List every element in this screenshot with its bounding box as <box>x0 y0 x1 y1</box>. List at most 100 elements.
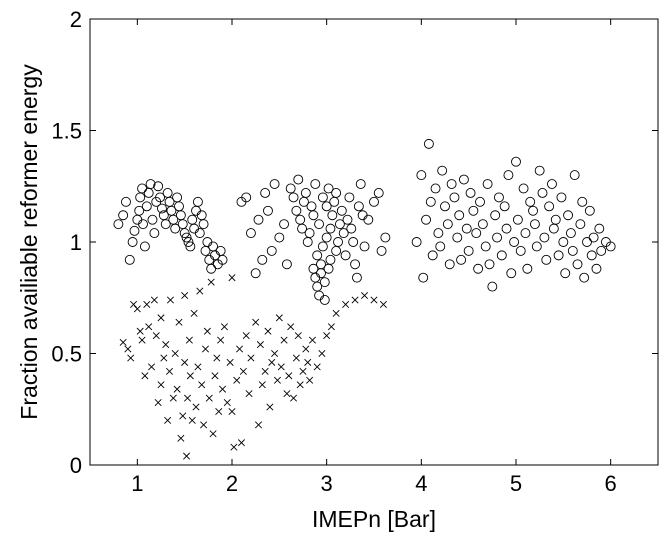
x-point <box>211 372 219 380</box>
circle-point <box>520 228 531 239</box>
circle-point <box>304 228 315 239</box>
x-point <box>287 323 295 331</box>
circle-point <box>369 196 379 207</box>
x-point <box>361 292 369 300</box>
circle-point <box>316 259 326 270</box>
x-point <box>171 349 179 358</box>
x-point <box>258 381 266 389</box>
x-point <box>245 390 253 398</box>
x-point <box>148 363 156 371</box>
circle-point <box>588 232 599 243</box>
x-point <box>157 381 165 389</box>
circle-point <box>342 214 353 225</box>
circle-point <box>468 205 479 216</box>
circle-point <box>461 223 472 234</box>
x-point <box>256 341 264 349</box>
circle-point <box>484 259 495 270</box>
x-point <box>164 416 172 424</box>
circle-point <box>537 187 548 198</box>
y-tick-label: 0.5 <box>51 342 82 367</box>
circle-point <box>333 237 343 247</box>
circle-point <box>440 201 450 212</box>
circle-point <box>346 223 357 234</box>
circle-point <box>321 201 332 212</box>
x-point <box>228 407 236 415</box>
x-tick-label: 3 <box>321 471 333 496</box>
circle-point <box>582 237 592 247</box>
x-point <box>181 292 189 300</box>
circle-point <box>312 250 323 261</box>
x-point <box>323 332 331 340</box>
circle-point <box>217 254 228 265</box>
x-point <box>283 390 291 398</box>
circle-point <box>454 210 465 221</box>
x-point <box>264 327 272 335</box>
circle-point <box>446 179 457 189</box>
circle-point <box>591 263 602 274</box>
circle-point <box>253 214 264 225</box>
circle-point <box>512 214 523 225</box>
x-point <box>268 358 276 366</box>
circle-point <box>477 219 488 230</box>
circle-point <box>285 183 296 194</box>
x-axis-label: IMEPn [Bar] <box>312 506 436 532</box>
y-tick-label: 1 <box>70 230 82 255</box>
circle-point <box>506 268 517 279</box>
circle-point <box>121 196 131 207</box>
circle-point <box>525 196 536 207</box>
x-point <box>327 323 335 331</box>
x-point <box>379 300 387 308</box>
circle-point <box>147 214 158 225</box>
circle-point <box>465 187 476 198</box>
x-point <box>154 399 162 407</box>
x-point <box>228 274 236 282</box>
circle-point <box>444 259 455 270</box>
circle-point <box>553 250 564 261</box>
circle-point <box>338 228 349 239</box>
circle-point <box>129 225 140 236</box>
circle-point <box>501 223 512 234</box>
circle-point <box>522 263 533 274</box>
circle-point <box>350 259 361 270</box>
circle-point <box>548 223 559 234</box>
circle-point <box>359 241 370 252</box>
x-point <box>130 300 138 308</box>
circle-point <box>421 214 432 225</box>
circle-point <box>456 254 467 265</box>
circle-point <box>348 237 359 247</box>
x-point <box>127 354 135 362</box>
x-point <box>192 403 200 411</box>
circle-point <box>185 241 196 252</box>
circle-point <box>567 245 578 256</box>
x-point <box>166 367 174 375</box>
x-point <box>261 367 269 375</box>
x-point <box>150 296 158 304</box>
circle-point <box>452 232 463 243</box>
circle-point <box>569 170 580 181</box>
x-point <box>119 338 127 346</box>
circle-point <box>198 219 209 230</box>
circle-point <box>310 272 321 283</box>
x-point <box>173 385 181 393</box>
x-point <box>183 394 192 402</box>
x-point <box>124 345 132 353</box>
x-point <box>220 323 228 331</box>
circle-point <box>194 228 205 239</box>
circle-point <box>511 156 521 167</box>
x-point <box>271 349 279 358</box>
x-point <box>306 376 314 384</box>
axis-ticks <box>90 18 658 466</box>
circle-point <box>541 254 552 265</box>
circle-point <box>138 219 148 230</box>
x-point <box>166 296 174 304</box>
x-point <box>332 309 340 317</box>
circle-point <box>427 250 438 261</box>
x-point <box>186 372 194 380</box>
circle-point <box>260 187 271 198</box>
circle-point <box>353 201 364 212</box>
circle-point <box>357 210 368 221</box>
circle-point <box>196 210 207 221</box>
x-point <box>302 345 310 353</box>
x-point <box>247 354 255 362</box>
circle-point <box>162 187 173 198</box>
